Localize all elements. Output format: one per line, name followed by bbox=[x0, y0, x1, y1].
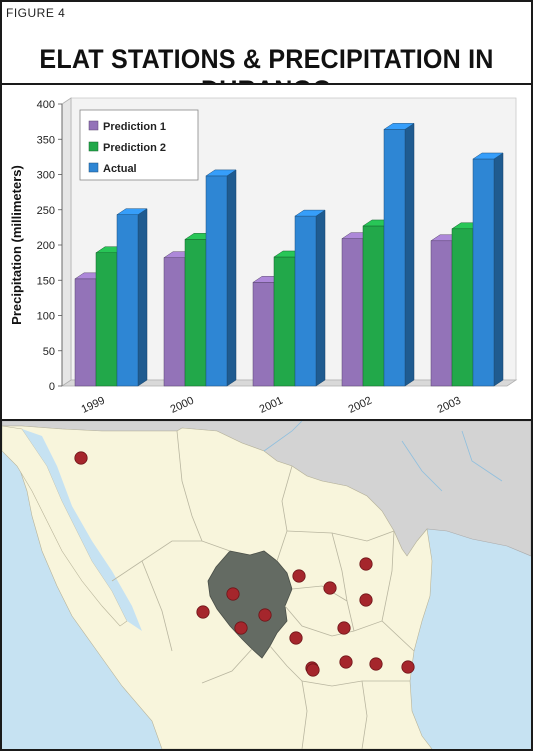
legend-label: Prediction 1 bbox=[103, 121, 166, 133]
station-marker bbox=[369, 657, 383, 671]
bar bbox=[116, 214, 139, 387]
bar bbox=[341, 238, 364, 387]
y-tick-label: 400 bbox=[37, 99, 55, 111]
y-tick-label: 350 bbox=[37, 134, 55, 146]
station-marker bbox=[306, 663, 320, 677]
y-tick-label: 0 bbox=[49, 381, 55, 393]
bar bbox=[184, 239, 207, 387]
figure-label: FIGURE 4 bbox=[6, 6, 66, 20]
bar-side bbox=[404, 122, 415, 387]
map-baja-california bbox=[2, 425, 128, 627]
map-gulf-of-california bbox=[22, 429, 142, 631]
bar bbox=[430, 240, 453, 387]
bar-side bbox=[226, 169, 237, 387]
bar bbox=[362, 225, 385, 387]
station-marker bbox=[359, 557, 373, 571]
bar bbox=[451, 228, 474, 387]
bar-top bbox=[472, 152, 504, 160]
legend-swatch bbox=[88, 141, 99, 152]
top-rule bbox=[0, 0, 533, 2]
bar bbox=[472, 158, 495, 387]
y-axis-title: Precipitation (millimeters) bbox=[9, 165, 24, 325]
map-rivers bbox=[263, 421, 503, 492]
x-tick-label: 2000 bbox=[169, 395, 196, 416]
map-svg bbox=[2, 421, 531, 749]
bar-top bbox=[294, 209, 326, 217]
y-tick-label: 150 bbox=[37, 275, 55, 287]
legend-box bbox=[79, 109, 199, 181]
bar-side bbox=[137, 208, 148, 387]
y-tick-label: 50 bbox=[43, 346, 55, 358]
bar bbox=[205, 175, 228, 387]
station-marker bbox=[292, 569, 306, 583]
bar bbox=[163, 257, 186, 387]
station-marker bbox=[339, 655, 353, 669]
station-marker bbox=[234, 621, 248, 635]
station-map bbox=[2, 421, 531, 749]
station-marker bbox=[359, 593, 373, 607]
x-tick-label: 2001 bbox=[258, 395, 285, 416]
bar-chart: 0 50 100 150 200 250 300 350 400 Precipitation (m… bbox=[9, 97, 518, 416]
chart-side-wall bbox=[61, 97, 72, 387]
bar bbox=[294, 215, 317, 387]
station-marker bbox=[196, 605, 210, 619]
bar-side bbox=[315, 209, 326, 387]
bar bbox=[273, 256, 296, 387]
y-tick-label: 250 bbox=[37, 205, 55, 217]
y-tick-label: 300 bbox=[37, 170, 55, 182]
legend-swatch bbox=[88, 120, 99, 131]
y-tick-label: 200 bbox=[37, 240, 55, 252]
bar bbox=[383, 129, 406, 387]
bar-side bbox=[493, 152, 504, 387]
chart-panel: 0 50 100 150 200 250 300 350 400 Precipitation (m… bbox=[2, 83, 531, 421]
bar-top bbox=[116, 208, 148, 215]
station-marker bbox=[337, 621, 351, 635]
station-marker bbox=[258, 608, 272, 622]
legend-swatch bbox=[88, 162, 99, 173]
station-marker bbox=[401, 660, 415, 674]
station-marker bbox=[289, 631, 303, 645]
bar-top bbox=[205, 169, 237, 177]
legend-label: Actual bbox=[103, 163, 137, 175]
bar-top bbox=[383, 123, 415, 130]
x-tick-label: 1999 bbox=[80, 395, 107, 416]
bar bbox=[95, 252, 118, 387]
station-marker bbox=[226, 587, 240, 601]
x-tick-label: 2003 bbox=[436, 395, 463, 416]
weather-stations bbox=[74, 451, 415, 677]
y-tick-label: 100 bbox=[37, 311, 55, 323]
bar bbox=[252, 282, 275, 387]
x-tick-label: 2002 bbox=[347, 395, 374, 416]
legend-label: Prediction 2 bbox=[103, 142, 166, 154]
station-marker bbox=[74, 451, 88, 465]
station-marker bbox=[323, 581, 337, 595]
bar bbox=[74, 278, 97, 387]
